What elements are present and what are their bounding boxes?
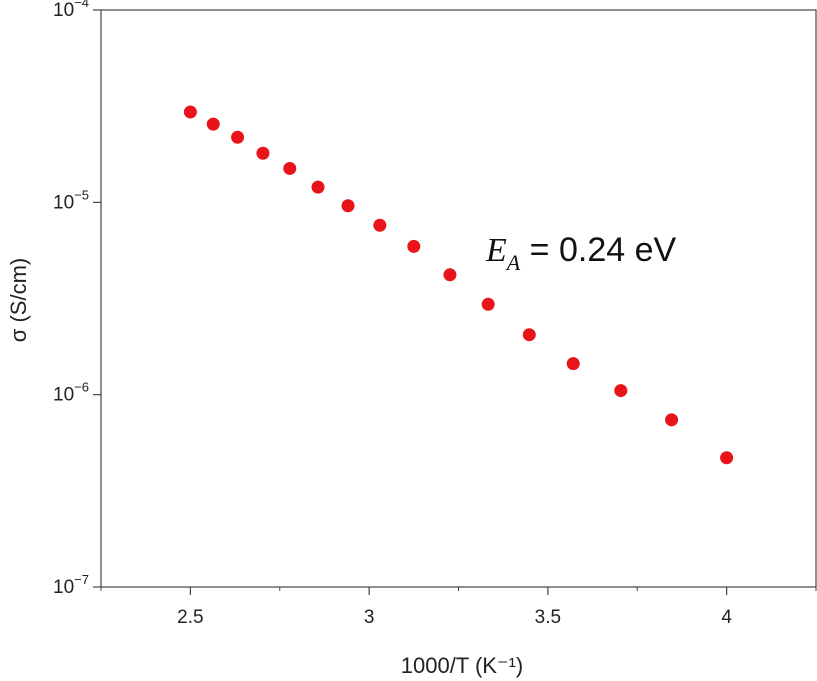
y-tick-label: 10−5: [53, 187, 89, 213]
annotation-variable: E: [485, 232, 507, 269]
y-tick-label: 10−4: [53, 0, 89, 21]
plot-axes: [100, 9, 817, 588]
y-axis-title: σ (S/cm): [6, 258, 31, 342]
x-tick-label: 3: [364, 607, 375, 628]
data-point: [522, 328, 536, 342]
x-axis-title: 1000/T (K⁻¹): [401, 653, 523, 678]
data-point: [183, 105, 197, 119]
data-point: [665, 413, 679, 427]
data-point: [720, 451, 734, 465]
plot-frame: [100, 9, 817, 588]
data-point: [373, 218, 387, 232]
x-axis-ticks: 2.5 3 3.5 4: [100, 587, 817, 628]
annotation-subscript: A: [505, 250, 521, 275]
data-point: [481, 297, 495, 311]
x-tick-label: 2.5: [177, 607, 203, 628]
data-point: [614, 384, 628, 398]
x-tick-label: 3.5: [535, 607, 561, 628]
data-point: [256, 146, 270, 160]
data-point: [206, 117, 220, 131]
activation-energy-annotation: EA = 0.24 eV: [485, 231, 677, 275]
y-axis-ticks: 10−4 10−5 10−6 10−7: [53, 0, 101, 598]
data-point: [443, 268, 457, 282]
data-point: [407, 239, 421, 253]
data-point: [341, 199, 355, 213]
y-tick-label: 10−7: [53, 572, 89, 598]
x-tick-label: 4: [721, 607, 732, 628]
data-point: [311, 180, 325, 194]
data-point: [283, 161, 297, 175]
data-point: [231, 130, 245, 144]
data-points: [183, 105, 734, 465]
data-point: [566, 357, 580, 371]
y-tick-label: 10−6: [53, 380, 89, 406]
annotation-value: = 0.24 eV: [520, 231, 676, 269]
